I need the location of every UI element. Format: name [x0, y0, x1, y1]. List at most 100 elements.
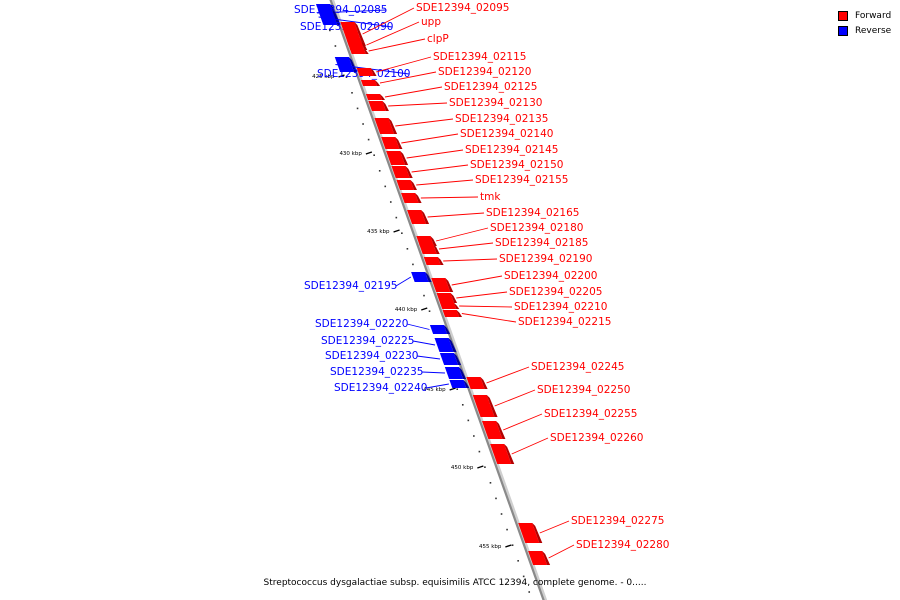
scale-tick [505, 544, 512, 548]
gene-leader-line [451, 275, 503, 286]
gene-label: SDE12394_02120 [438, 66, 531, 78]
gene-label: SDE12394_02165 [486, 207, 579, 219]
gene-block-side [425, 272, 432, 282]
gene-block [482, 421, 503, 439]
gene-block [365, 94, 383, 100]
gene-label: SDE12394_02140 [460, 128, 553, 140]
gene-block-side [450, 293, 458, 303]
minor-tick [401, 232, 403, 234]
gene-block-side [437, 257, 444, 265]
gene-label: SDE12394_02185 [495, 237, 588, 249]
gene-block-side [410, 180, 417, 190]
gene-leader-line [412, 340, 436, 346]
minor-tick [345, 76, 348, 78]
gene-block-side [486, 395, 498, 417]
gene-block-side [405, 166, 413, 178]
minor-tick [423, 294, 425, 297]
gene-leader-line [395, 118, 454, 127]
gene-leader-line [416, 355, 441, 360]
gene-leader-line [548, 544, 575, 559]
scale-tick [365, 151, 373, 155]
gene-block-side [443, 325, 451, 334]
gene-block [518, 523, 540, 543]
backbone-shadow [330, 0, 548, 600]
gene-block-side [448, 338, 457, 352]
gene-label: SDE12394_02180 [490, 222, 583, 234]
minor-tick [528, 591, 531, 593]
gene-leader-line [366, 21, 420, 46]
gene-label: SDE12394_02145 [465, 144, 558, 156]
gene-block [444, 367, 464, 379]
gene-label: SDE12394_02215 [518, 316, 611, 328]
gene-block [472, 395, 495, 417]
gene-block-side [363, 48, 369, 54]
gene-block-side [415, 193, 422, 203]
reverse-swatch [838, 25, 848, 36]
gene-label: tmk [480, 191, 501, 203]
scale-tick [477, 465, 484, 469]
gene-block [349, 48, 366, 54]
gene-leader-line [362, 7, 415, 35]
gene-label: SDE12394_02230 [325, 350, 418, 362]
gene-leader-line [411, 164, 469, 173]
gene-leader-line [456, 291, 508, 299]
gene-leader-line [539, 520, 570, 534]
gene-leader-line [494, 389, 536, 407]
minor-tick [351, 92, 353, 94]
minor-tick [329, 29, 331, 32]
gene-label: SDE12394_02210 [514, 301, 607, 313]
minor-tick [517, 560, 519, 562]
legend-item-reverse: Reverse [838, 23, 891, 38]
gene-block-side [532, 523, 543, 543]
gene-block-side [430, 236, 437, 246]
gene-block [423, 257, 441, 265]
scale-label: 425 kbp [312, 74, 335, 80]
minor-tick [461, 404, 464, 406]
gene-leader-line [486, 366, 530, 384]
minor-tick [384, 185, 387, 188]
gene-block-side [421, 210, 430, 224]
gene-block-side [496, 421, 506, 439]
gene-leader-line [368, 38, 426, 52]
gene-label: SDE12394_02125 [444, 81, 537, 93]
gene-block [431, 278, 451, 292]
gene-block-side [382, 101, 389, 111]
backbone [329, 0, 545, 600]
gene-block-side [354, 22, 366, 46]
gene-label: SDE12394_02225 [321, 335, 414, 347]
gene-leader-line [384, 86, 443, 98]
scale-tick [338, 74, 345, 78]
gene-block-side [456, 310, 463, 317]
gene-block [490, 444, 512, 464]
gene-block-side [458, 367, 467, 379]
gene-label: SDE12394_02245 [531, 361, 624, 373]
minor-tick [478, 450, 481, 453]
gene-block [317, 9, 338, 25]
gene-block [416, 236, 434, 246]
minor-tick [367, 138, 370, 141]
gene-block-side [348, 57, 358, 72]
legend-item-forward: Forward [838, 8, 891, 23]
gene-block-side [331, 9, 341, 25]
gene-label: SDE12394_02255 [544, 408, 637, 420]
gene-label: SDE12394_02115 [433, 51, 526, 63]
minor-tick [473, 435, 475, 437]
scale-label: 430 kbp [339, 151, 362, 157]
gene-block-side [454, 303, 460, 309]
minor-tick [373, 154, 375, 156]
gene-leader-line [375, 56, 432, 73]
gene-block-side [379, 94, 386, 100]
scale-label: 455 kbp [479, 544, 502, 550]
minor-tick [334, 45, 337, 47]
gene-block-side [445, 278, 454, 292]
gene-label: upp [421, 16, 441, 28]
minor-tick [500, 513, 503, 515]
gene-block [401, 193, 419, 203]
minor-tick [467, 419, 470, 422]
scale-label: 435 kbp [367, 229, 390, 235]
minor-tick [495, 497, 497, 500]
gene-block [419, 244, 437, 254]
gene-block [391, 166, 410, 178]
gene-block [434, 338, 454, 352]
gene-leader-line [503, 413, 543, 431]
